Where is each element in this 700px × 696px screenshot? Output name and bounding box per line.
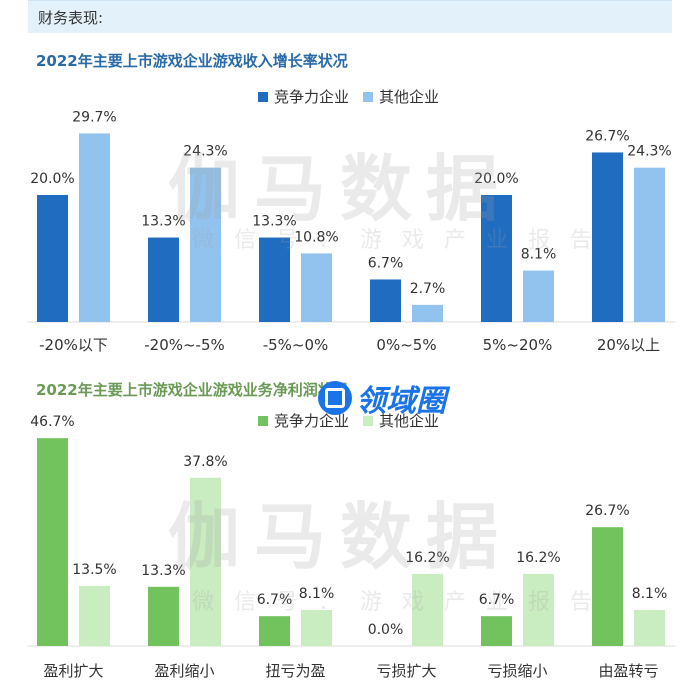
- chart2-bar-primary: [37, 438, 68, 646]
- chart1-legend-item-secondary: 其他企业: [363, 86, 439, 107]
- chart2-data-label: 16.2%: [405, 550, 449, 566]
- chart1-bar-secondary: [412, 304, 443, 322]
- chart1-legend-item-primary: 竞争力企业: [258, 86, 349, 107]
- legend-swatch: [363, 91, 374, 102]
- chart2-data-label: 13.5%: [72, 562, 116, 578]
- chart1-category-label: -20%~-5%: [144, 336, 225, 354]
- section-header: 财务表现:: [28, 0, 672, 33]
- chart2-legend-item-primary: 竞争力企业: [258, 410, 349, 431]
- chart2-data-label: 0.0%: [368, 622, 404, 638]
- chart1-data-label: 29.7%: [72, 109, 116, 125]
- chart1-bar-primary: [592, 152, 623, 322]
- chart2-data-label: 6.7%: [479, 592, 515, 608]
- legend-swatch: [258, 91, 268, 102]
- logo-text: 领域圈: [356, 384, 446, 419]
- chart1-bar-primary: [259, 237, 290, 322]
- chart1-data-label: 20.0%: [474, 171, 518, 187]
- logo-badge: 领域圈: [318, 376, 446, 420]
- chart2-category-label: 扭亏为盈: [265, 662, 325, 680]
- chart2-category-label: 盈利缩小: [154, 662, 214, 680]
- chart2-title: 2022年主要上市游戏企业游戏业务净利润状况: [36, 381, 348, 399]
- chart2-bar-primary: [148, 586, 179, 646]
- chart2-data-label: 8.1%: [632, 586, 668, 602]
- chart1-category-label: 0%~5%: [376, 336, 436, 354]
- chart1-bar-secondary: [301, 253, 332, 322]
- chart2-bar-primary: [592, 527, 623, 646]
- chart2-data-label: 26.7%: [585, 503, 629, 519]
- legend-swatch: [363, 415, 374, 426]
- chart2-bar-secondary: [301, 609, 332, 646]
- chart2-bar-secondary: [523, 573, 554, 646]
- chart1-data-label: 6.7%: [368, 255, 404, 271]
- chart2-data-label: 37.8%: [183, 454, 227, 470]
- chart2-bar-primary: [259, 616, 290, 646]
- chart1-category-label: 20%以上: [597, 336, 660, 354]
- chart1-data-label: 13.3%: [141, 214, 185, 230]
- legend-label: 竞争力企业: [274, 88, 350, 106]
- chart1-data-label: 24.3%: [183, 144, 227, 160]
- chart2-data-label: 6.7%: [257, 592, 293, 608]
- chart1-data-label: 24.3%: [627, 144, 671, 160]
- chart1-title: 2022年主要上市游戏企业游戏收入增长率状况: [36, 52, 348, 70]
- chart2-category-label: 由盈转亏: [598, 662, 658, 680]
- chart1-bar-secondary: [190, 167, 221, 322]
- chart1-bar-primary: [37, 195, 68, 322]
- chart1-data-label: 8.1%: [521, 247, 557, 263]
- chart2-category-label: 亏损扩大: [376, 662, 436, 680]
- chart2-bar-secondary: [190, 477, 221, 646]
- chart1-bar-primary: [370, 279, 401, 322]
- chart2-bar-primary: [481, 616, 512, 646]
- chart1-data-label: 10.8%: [294, 229, 338, 245]
- chart2-bar-secondary: [412, 573, 443, 646]
- chart2-data-label: 46.7%: [30, 414, 74, 430]
- chart1-data-label: 13.3%: [252, 214, 296, 230]
- chart2-category-label: 亏损缩小: [487, 662, 547, 680]
- chart1-bar-secondary: [523, 270, 554, 322]
- chart1-bar-secondary: [79, 133, 110, 322]
- chart2-legend: 竞争力企业 其他企业: [258, 410, 453, 431]
- chart2-legend-item-secondary: 其他企业: [363, 410, 439, 431]
- chart1-plot: 20.0%29.7%-20%以下13.3%24.3%-20%~-5%13.3%1…: [27, 109, 675, 354]
- chart2-category-label: 盈利扩大: [43, 662, 103, 680]
- chart1-data-label: 2.7%: [410, 281, 446, 297]
- logo-icon: [318, 381, 352, 415]
- chart1-category-label: 5%~20%: [483, 336, 553, 354]
- legend-label: 其他企业: [379, 88, 440, 106]
- section-header-title: 财务表现:: [38, 9, 104, 27]
- chart2-bar-secondary: [634, 609, 665, 646]
- chart2-bar-secondary: [79, 585, 110, 646]
- chart1-category-label: -20%以下: [39, 336, 108, 354]
- legend-label: 竞争力企业: [274, 412, 350, 430]
- chart2-data-label: 13.3%: [141, 563, 185, 579]
- chart1-bar-primary: [481, 195, 512, 322]
- chart1-legend: 竞争力企业 其他企业: [258, 86, 453, 107]
- legend-swatch: [258, 415, 268, 426]
- chart1-bar-secondary: [634, 167, 665, 322]
- legend-label: 其他企业: [379, 412, 440, 430]
- chart1-category-label: -5%~0%: [263, 336, 329, 354]
- chart2-data-label: 16.2%: [516, 550, 560, 566]
- chart1-data-label: 26.7%: [585, 128, 629, 144]
- chart1-bar-primary: [148, 237, 179, 322]
- chart1-data-label: 20.0%: [30, 171, 74, 187]
- chart2-data-label: 8.1%: [299, 586, 335, 602]
